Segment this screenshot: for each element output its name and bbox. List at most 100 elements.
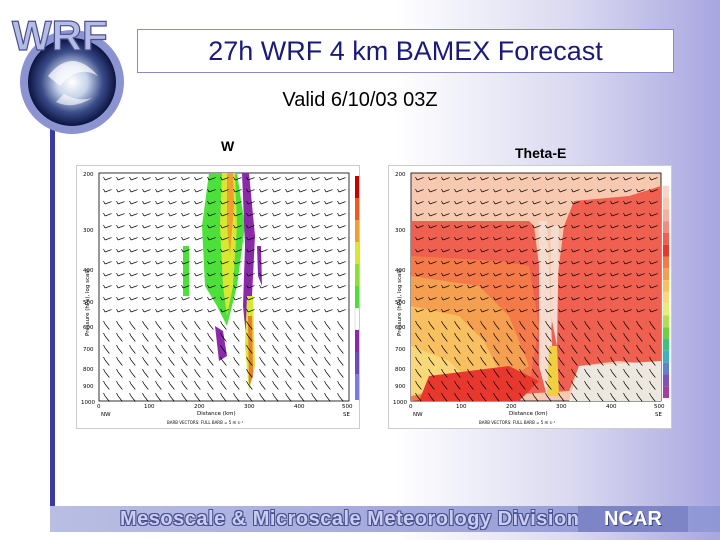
wind-barb	[260, 177, 268, 181]
wind-barb	[312, 225, 320, 229]
wind-barb-tick	[415, 356, 418, 361]
wind-barb-tick	[467, 368, 470, 373]
wind-barb	[299, 297, 307, 301]
wind-barb	[260, 225, 268, 229]
wind-barb-tick	[493, 248, 496, 253]
wind-barb	[442, 395, 448, 402]
wind-barb	[624, 297, 632, 301]
wind-barb	[611, 177, 619, 181]
wind-barb-tick	[142, 284, 145, 289]
wind-barb	[637, 383, 643, 390]
wind-barb	[117, 249, 125, 253]
wind-barb	[468, 261, 476, 265]
wind-barb-tick	[324, 188, 327, 193]
wind-barb	[637, 347, 643, 354]
wind-barb	[455, 323, 461, 330]
wind-barb-tick	[220, 320, 223, 325]
wind-barb-tick	[571, 248, 574, 253]
wind-barb	[299, 213, 307, 217]
wind-barb-tick	[636, 344, 639, 349]
wind-barb-tick	[129, 260, 132, 265]
wind-barb	[572, 201, 580, 205]
wind-barb-tick	[454, 260, 457, 265]
wind-barb	[104, 177, 112, 181]
wind-barb-tick	[519, 212, 522, 217]
wind-barb-tick	[272, 224, 275, 229]
wind-barb-tick	[532, 368, 535, 373]
wind-barb	[468, 201, 476, 205]
wind-barb	[585, 395, 591, 402]
wind-barb	[260, 297, 268, 301]
wind-barb	[637, 177, 645, 181]
wind-barb-tick	[454, 272, 457, 277]
wind-barb-tick	[220, 284, 223, 289]
wind-barb	[442, 359, 448, 366]
wind-barb	[559, 249, 567, 253]
wind-barb-tick	[532, 176, 535, 181]
wind-barb-tick	[194, 176, 197, 181]
wind-barb	[286, 323, 292, 330]
wind-barb-tick	[454, 296, 457, 301]
wind-barb	[247, 273, 255, 277]
wind-barb	[481, 225, 489, 229]
wind-barb	[286, 309, 294, 313]
wind-barb	[650, 201, 658, 205]
wind-barb-tick	[168, 332, 171, 337]
wind-barb	[143, 309, 151, 313]
wind-barb-tick	[337, 236, 340, 241]
wind-barb-tick	[246, 392, 249, 397]
wind-barb	[455, 335, 461, 342]
wind-barb-tick	[246, 380, 249, 385]
wind-barb-tick	[493, 368, 496, 373]
wind-barb	[585, 371, 591, 378]
wind-barb	[520, 323, 526, 330]
wind-barb-tick	[571, 380, 574, 385]
wind-barb	[260, 395, 266, 402]
wind-barb-tick	[168, 200, 171, 205]
wind-barb	[611, 237, 619, 241]
wind-barb	[429, 273, 437, 277]
wind-barb-tick	[246, 200, 249, 205]
wind-barb	[442, 177, 450, 181]
wind-barb-tick	[415, 392, 418, 397]
wind-barb	[195, 261, 203, 265]
wind-barb-tick	[571, 308, 574, 313]
wind-barb	[182, 323, 188, 330]
wind-barb	[338, 225, 346, 229]
wind-barb	[533, 297, 541, 301]
wind-barb	[572, 323, 578, 330]
wind-barb	[338, 189, 346, 193]
wind-barb-tick	[571, 260, 574, 265]
wind-barb-tick	[233, 224, 236, 229]
wind-barb	[208, 285, 216, 289]
wind-barb-tick	[493, 176, 496, 181]
wind-barb	[546, 189, 554, 193]
wind-barb-tick	[597, 200, 600, 205]
wind-barb-tick	[103, 308, 106, 313]
wind-barb-tick	[181, 224, 184, 229]
svg-text:NW: NW	[413, 412, 423, 418]
wind-barb-tick	[233, 356, 236, 361]
wind-barb-tick	[155, 236, 158, 241]
wind-barb-tick	[220, 308, 223, 313]
wind-barb-tick	[493, 320, 496, 325]
wind-barb-tick	[129, 296, 132, 301]
wind-barb-tick	[506, 380, 509, 385]
wind-barb-tick	[571, 368, 574, 373]
wind-barb-tick	[311, 284, 314, 289]
wind-barb	[533, 359, 539, 366]
wind-barb	[260, 309, 268, 313]
wind-barb-tick	[454, 332, 457, 337]
wind-barb-tick	[441, 356, 444, 361]
wind-barb-tick	[168, 236, 171, 241]
wind-barb	[182, 189, 190, 193]
wind-barb-tick	[610, 344, 613, 349]
wind-barb-tick	[623, 272, 626, 277]
wind-barb-tick	[545, 296, 548, 301]
wind-barb	[208, 347, 214, 354]
wind-barb	[650, 273, 658, 277]
wind-barb-tick	[298, 308, 301, 313]
wind-barb-tick	[311, 368, 314, 373]
wind-barb	[637, 323, 643, 330]
wind-barb	[195, 273, 203, 277]
